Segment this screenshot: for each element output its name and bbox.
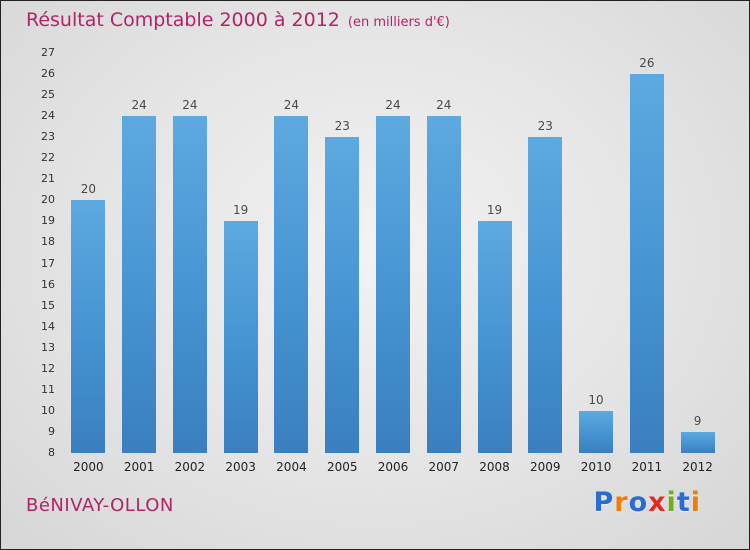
bar-value-label: 24 (131, 98, 147, 113)
bar-value-label: 9 (693, 413, 702, 428)
y-tick-label: 8 (48, 446, 55, 459)
logo-letter: x (648, 487, 667, 518)
x-axis-label: 2010 (580, 460, 612, 474)
bar-value-label: 20 (80, 182, 97, 197)
y-tick-label: 23 (41, 130, 55, 144)
company-name: BéNIVAY-OLLON (26, 495, 174, 516)
bar-2000 (71, 200, 106, 453)
chart-header: Résultat Comptable 2000 à 2012 (en millie… (26, 9, 450, 31)
x-axis-label: 2007 (428, 460, 460, 474)
bar-value-label: 10 (588, 392, 604, 407)
logo-letter: r (614, 487, 629, 518)
x-axis-label: 2002 (174, 460, 206, 474)
y-tick-label: 24 (41, 109, 55, 123)
y-tick-label: 12 (41, 361, 55, 375)
bar-2010 (579, 410, 614, 453)
y-tick-label: 20 (41, 193, 55, 207)
y-tick-label: 15 (41, 298, 55, 312)
bar-2004 (274, 116, 309, 453)
y-tick-label: 25 (41, 88, 55, 102)
proxiti-logo: Proxiti (593, 487, 701, 518)
bar-2001 (122, 116, 157, 453)
y-tick-label: 16 (41, 277, 55, 291)
x-axis-label: 2008 (479, 460, 510, 474)
bar-value-label: 26 (639, 56, 655, 71)
bar-2005 (325, 137, 360, 453)
x-axis-label: 2011 (631, 460, 663, 474)
y-tick-label: 17 (41, 256, 55, 270)
logo-letter: t (676, 487, 691, 518)
chart-title: Résultat Comptable 2000 à 2012 (26, 9, 340, 31)
logo-letter: i (690, 487, 701, 518)
bar-2003 (223, 221, 258, 453)
logo-letter: o (628, 487, 649, 518)
bar-value-label: 19 (233, 203, 249, 218)
bar-2007 (426, 116, 461, 453)
y-tick-label: 27 (41, 46, 55, 59)
bar-value-label: 23 (537, 119, 553, 134)
bar-2009 (528, 137, 563, 453)
plot-area: 20 2000 24 2001 24 2002 19 2003 24 2004 23 2005 24 20… (63, 53, 723, 474)
x-axis-label: 2000 (73, 460, 104, 474)
y-tick-label: 13 (41, 340, 55, 354)
y-tick-label: 26 (41, 67, 55, 81)
chart-subtitle: (en milliers d'€) (347, 15, 450, 30)
bar-2011 (629, 74, 664, 453)
bar-value-label: 24 (283, 98, 300, 113)
y-tick-label: 22 (41, 151, 55, 165)
y-tick-label: 19 (41, 214, 55, 228)
y-tick-label: 9 (48, 424, 55, 438)
bar-value-label: 23 (334, 119, 350, 134)
y-tick-label: 11 (41, 382, 55, 396)
y-tick-label: 10 (41, 403, 55, 417)
x-axis-label: 2003 (225, 460, 256, 474)
x-axis-label: 2001 (123, 460, 155, 474)
bar-value-label: 24 (182, 98, 198, 113)
x-axis-label: 2004 (276, 460, 307, 474)
logo-letter: i (666, 487, 677, 518)
bar-value-label: 24 (385, 98, 401, 113)
bar-2006 (376, 116, 410, 453)
bar-2002 (172, 116, 207, 453)
y-tick-label: 18 (41, 235, 55, 249)
y-tick-label: 21 (41, 172, 55, 186)
x-axis-label: 2009 (530, 460, 561, 474)
x-axis-label: 2006 (377, 460, 409, 474)
y-axis: 8 9 10 11 12 13 14 15 16 17 18 19 20 21 22 23 24 25 26 27 (1, 47, 57, 459)
bar-2008 (477, 221, 512, 453)
bar-value-label: 19 (486, 203, 503, 218)
x-axis-label: 2012 (682, 460, 713, 474)
bar-2012 (680, 431, 715, 453)
logo-letter: P (593, 487, 615, 518)
y-tick-label: 14 (41, 319, 55, 333)
x-axis-label: 2005 (326, 460, 358, 474)
bar-value-label: 24 (436, 98, 452, 113)
